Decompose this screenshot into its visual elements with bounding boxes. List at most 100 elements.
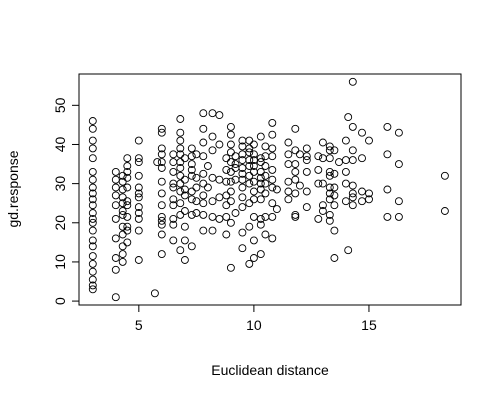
scatter-point — [314, 179, 323, 188]
scatter-point — [256, 214, 265, 223]
scatter-point — [88, 189, 97, 198]
scatter-point — [249, 254, 258, 262]
scatter-point — [180, 175, 189, 184]
scatter-point — [157, 158, 166, 167]
scatter-point — [231, 152, 240, 161]
scatter-point — [199, 109, 208, 118]
y-tick-label: 20 — [52, 215, 68, 231]
scatter-point — [383, 185, 392, 194]
scatter-point — [245, 259, 254, 268]
scatter-point — [187, 152, 196, 161]
scatter-point — [88, 117, 97, 125]
scatter-point — [325, 195, 334, 204]
scatter-point — [249, 140, 258, 149]
x-tick-label: 10 — [246, 317, 262, 333]
scatter-point — [169, 195, 178, 204]
scatter-point — [261, 179, 270, 188]
scatter-point — [134, 256, 143, 264]
scatter-point — [199, 199, 208, 208]
scatter-point — [199, 210, 208, 219]
scatter-point — [187, 160, 196, 169]
scatter-point — [153, 158, 162, 167]
scatter-point — [231, 160, 240, 169]
scatter-point — [231, 175, 240, 184]
scatter-point — [256, 220, 265, 229]
scatter-point — [325, 216, 334, 225]
scatter-point — [222, 201, 231, 210]
scatter-point — [134, 154, 143, 163]
scatter-point — [261, 189, 270, 198]
scatter-point — [302, 156, 311, 165]
scatter-point — [157, 150, 166, 159]
scatter-point — [291, 124, 300, 133]
scatter-point — [187, 242, 196, 251]
scatter-point — [284, 187, 293, 196]
scatter-point — [134, 226, 143, 235]
scatter-point — [88, 214, 97, 223]
scatter-point — [358, 197, 366, 206]
scatter-point — [249, 150, 258, 159]
scatter-point — [176, 246, 185, 255]
scatter-point — [176, 136, 185, 145]
scatter-point — [245, 179, 254, 188]
scatter-point — [88, 201, 97, 210]
scatter-point — [261, 212, 270, 221]
scatter-point — [176, 144, 185, 153]
scatter-point — [314, 214, 323, 223]
scatter-point — [238, 244, 247, 253]
scatter-point — [118, 185, 127, 194]
scatter-point — [134, 158, 143, 167]
scatter-point — [111, 201, 120, 210]
scatter-point — [199, 152, 208, 161]
scatter-point — [88, 154, 97, 163]
scatter-point — [118, 242, 127, 251]
scatter-point — [261, 152, 270, 161]
scatter-point — [203, 162, 212, 170]
scatter-point — [325, 167, 334, 176]
scatter-point — [268, 183, 277, 192]
scatter-point — [245, 162, 254, 170]
y-axis-title: gd.response — [5, 150, 21, 227]
scatter-point — [291, 210, 300, 219]
scatter-point — [440, 171, 449, 180]
scatter-point — [157, 220, 166, 229]
scatter-point — [180, 154, 189, 163]
scatter-point — [123, 226, 132, 235]
scatter-point — [325, 183, 334, 192]
scatter-point — [157, 250, 166, 259]
scatter-point — [249, 236, 258, 245]
scatter-point — [284, 160, 293, 169]
scatter-point — [123, 167, 132, 176]
data-points — [88, 77, 449, 302]
y-tick-label: 0 — [52, 297, 68, 305]
scatter-point — [187, 171, 196, 180]
scatter-point — [123, 154, 132, 163]
scatter-point — [88, 209, 97, 217]
scatter-point — [268, 130, 277, 139]
x-axis-title: Euclidean distance — [211, 362, 329, 378]
scatter-point — [284, 150, 293, 159]
scatter-point — [203, 183, 212, 192]
scatter-point — [383, 150, 392, 159]
scatter-point — [226, 140, 235, 149]
scatter-point — [208, 173, 217, 182]
scatter-point — [176, 158, 185, 167]
scatter-point — [256, 195, 265, 204]
scatter-point — [208, 132, 217, 141]
scatter-point — [180, 191, 189, 200]
scatter-point — [302, 144, 311, 153]
scatter-point — [348, 156, 357, 165]
scatter-point — [325, 146, 334, 155]
scatter-point — [245, 171, 254, 180]
scatter-point — [238, 193, 247, 202]
scatter-point — [330, 169, 339, 178]
scatter-point — [394, 212, 403, 221]
scatter-point — [330, 254, 339, 262]
scatter-point — [176, 187, 185, 196]
scatter-point — [192, 150, 201, 159]
scatter-point — [261, 162, 270, 170]
y-tick-label: 30 — [52, 176, 68, 192]
scatter-point — [134, 193, 143, 202]
scatter-point — [330, 146, 339, 155]
